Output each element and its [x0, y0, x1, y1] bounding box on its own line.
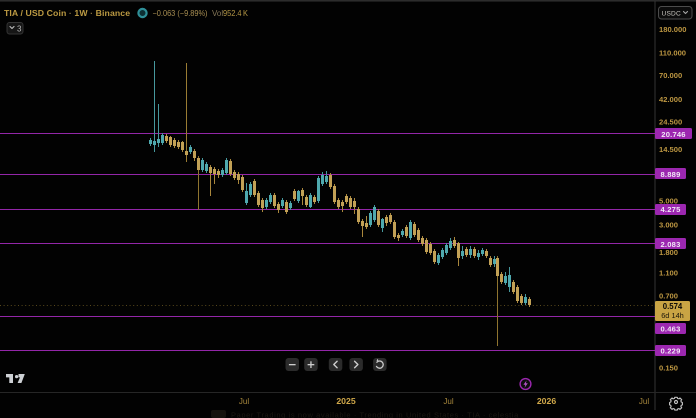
- svg-text:0.229: 0.229: [660, 346, 680, 355]
- svg-text:6d 14h: 6d 14h: [661, 311, 684, 320]
- svg-text:TIA / USD Coin · 1W · Binance: TIA / USD Coin · 1W · Binance: [4, 8, 130, 18]
- svg-text:0.463: 0.463: [660, 324, 680, 333]
- svg-text:0.150: 0.150: [659, 364, 678, 373]
- svg-text:70.000: 70.000: [659, 71, 682, 80]
- svg-text:110.000: 110.000: [659, 49, 686, 58]
- svg-text:180.000: 180.000: [659, 25, 686, 34]
- svg-text:Jul: Jul: [639, 397, 649, 406]
- svg-text:1.800: 1.800: [659, 248, 678, 257]
- svg-text:3: 3: [17, 25, 22, 34]
- svg-text:USDC: USDC: [662, 10, 682, 17]
- svg-text:Paper Trading is now available: Paper Trading is now available · Trendin…: [231, 411, 519, 418]
- svg-text:Jul: Jul: [239, 397, 249, 406]
- svg-text:4.275: 4.275: [660, 205, 681, 214]
- svg-text:1.100: 1.100: [659, 269, 678, 278]
- svg-text:952.4 K: 952.4 K: [223, 9, 249, 18]
- svg-text:5.000: 5.000: [659, 197, 678, 206]
- svg-text:Jul: Jul: [443, 397, 453, 406]
- svg-text:24.500: 24.500: [659, 118, 682, 127]
- svg-text:20.746: 20.746: [661, 130, 685, 139]
- svg-text:14.500: 14.500: [659, 145, 682, 154]
- svg-text:0.700: 0.700: [659, 292, 678, 301]
- svg-text:42.000: 42.000: [659, 95, 682, 104]
- svg-text:2.083: 2.083: [660, 240, 680, 249]
- svg-text:3.000: 3.000: [659, 221, 678, 230]
- svg-text:0.574: 0.574: [663, 302, 683, 311]
- svg-text:−0.063 (−9.89%): −0.063 (−9.89%): [153, 9, 208, 18]
- svg-text:2026: 2026: [537, 396, 556, 406]
- svg-text:8.889: 8.889: [660, 170, 680, 179]
- svg-text:Vol: Vol: [212, 9, 223, 18]
- svg-text:2025: 2025: [336, 396, 355, 406]
